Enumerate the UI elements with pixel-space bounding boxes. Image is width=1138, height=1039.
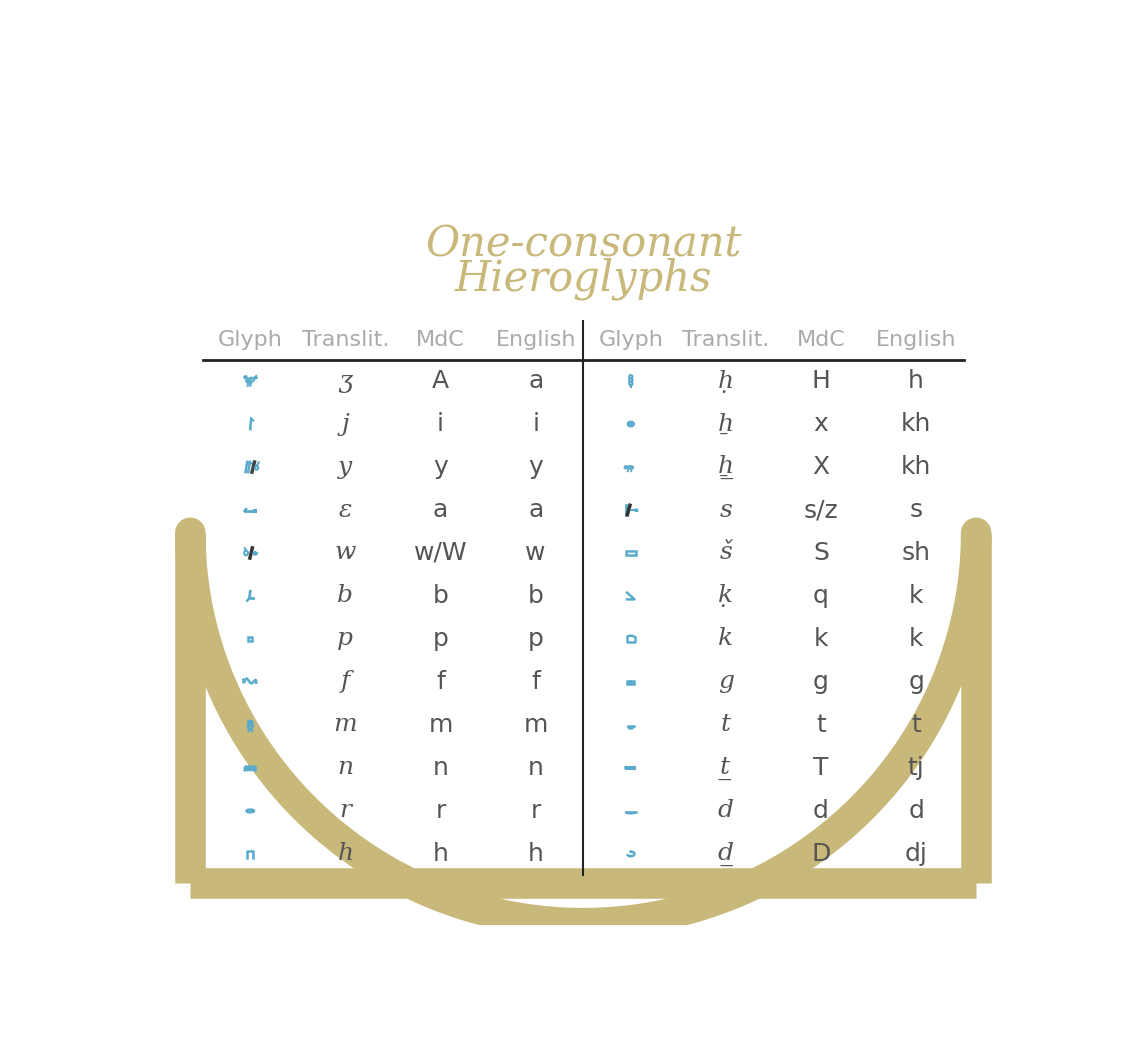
Text: ʒ: ʒ: [338, 370, 353, 393]
Text: j: j: [341, 412, 349, 435]
Circle shape: [242, 682, 245, 683]
Text: kh: kh: [901, 455, 931, 479]
Text: m: m: [428, 713, 453, 737]
Bar: [627, 681, 634, 684]
Text: t̲: t̲: [720, 756, 731, 779]
Text: One-consonant: One-consonant: [426, 223, 741, 265]
Text: S: S: [814, 541, 828, 565]
Text: k: k: [909, 584, 923, 608]
Text: y: y: [338, 455, 353, 479]
Text: d̲: d̲: [718, 842, 734, 867]
Text: b: b: [337, 585, 354, 608]
Text: English: English: [876, 330, 956, 350]
Text: s: s: [719, 499, 733, 522]
Text: H: H: [811, 369, 831, 393]
Text: f: f: [531, 670, 541, 694]
Text: y: y: [528, 455, 543, 479]
Text: q: q: [814, 584, 828, 608]
Text: dj: dj: [905, 842, 927, 865]
Text: t: t: [720, 714, 731, 737]
Text: n: n: [432, 756, 448, 780]
Text: f: f: [436, 670, 445, 694]
Text: kh: kh: [901, 412, 931, 436]
Text: x: x: [814, 412, 828, 436]
Text: b: b: [528, 584, 544, 608]
Text: D: D: [811, 842, 831, 865]
Text: t: t: [816, 713, 826, 737]
Text: Glyph: Glyph: [599, 330, 663, 350]
Text: p: p: [432, 627, 448, 651]
Text: d: d: [814, 799, 828, 823]
Text: ḥ: ḥ: [718, 370, 734, 393]
Text: X: X: [813, 455, 830, 479]
Text: w: w: [335, 541, 356, 564]
Text: i: i: [533, 412, 539, 436]
Text: sh: sh: [901, 541, 931, 565]
Text: m: m: [523, 713, 547, 737]
Text: ɛ: ɛ: [339, 499, 352, 522]
Text: MdC: MdC: [417, 330, 465, 350]
Text: tj: tj: [908, 756, 924, 780]
Text: h: h: [337, 843, 354, 865]
Text: Glyph: Glyph: [217, 330, 282, 350]
Text: English: English: [495, 330, 576, 350]
Text: h: h: [432, 842, 448, 865]
Text: g: g: [718, 670, 734, 693]
Text: ẖ: ẖ: [718, 412, 734, 435]
Text: s/z: s/z: [803, 498, 839, 522]
Text: i: i: [437, 412, 444, 436]
Text: T: T: [814, 756, 828, 780]
Text: Hieroglyphs: Hieroglyphs: [454, 258, 712, 300]
Text: t: t: [912, 713, 921, 737]
Text: a: a: [432, 498, 448, 522]
Text: a: a: [528, 498, 543, 522]
Text: r: r: [339, 799, 352, 823]
Text: MdC: MdC: [797, 330, 846, 350]
Text: g: g: [908, 670, 924, 694]
Text: A: A: [432, 369, 450, 393]
Text: p: p: [528, 627, 544, 651]
Text: s: s: [909, 498, 923, 522]
Circle shape: [630, 851, 632, 852]
Text: m: m: [333, 714, 357, 737]
Text: r: r: [436, 799, 446, 823]
Text: Translit.: Translit.: [683, 330, 769, 350]
Text: h: h: [528, 842, 544, 865]
Bar: [626, 552, 635, 555]
Bar: [254, 510, 256, 511]
Text: k: k: [909, 627, 923, 651]
Text: š: š: [719, 541, 733, 564]
Text: k: k: [814, 627, 828, 651]
Bar: [248, 637, 253, 641]
Text: d: d: [718, 799, 734, 823]
Text: g: g: [814, 670, 828, 694]
Text: w/W: w/W: [414, 541, 468, 565]
Text: y: y: [434, 455, 448, 479]
Text: Translit.: Translit.: [302, 330, 389, 350]
Text: h: h: [908, 369, 924, 393]
Text: ḳ: ḳ: [718, 585, 734, 608]
Text: r: r: [530, 799, 541, 823]
Text: a: a: [528, 369, 543, 393]
Text: f: f: [340, 670, 351, 693]
Text: p: p: [337, 628, 354, 650]
Text: ẖ̲: ẖ̲: [718, 455, 734, 479]
Text: k: k: [718, 628, 734, 650]
Text: d: d: [908, 799, 924, 823]
Text: b: b: [432, 584, 448, 608]
Text: n: n: [528, 756, 544, 780]
Text: n: n: [337, 756, 354, 779]
Text: w: w: [526, 541, 546, 565]
